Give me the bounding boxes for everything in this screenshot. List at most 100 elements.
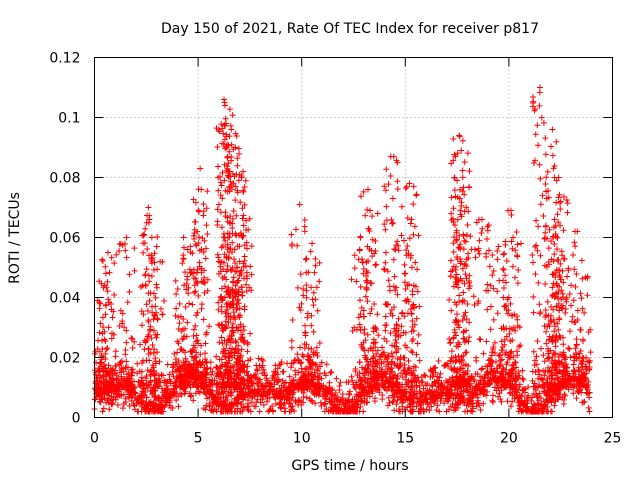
data-point (471, 246, 478, 253)
data-point (108, 401, 115, 408)
data-point (153, 284, 160, 291)
data-point (147, 398, 154, 405)
data-point (404, 243, 411, 250)
data-point (507, 403, 514, 410)
data-point (204, 387, 211, 394)
data-point (271, 377, 278, 384)
data-point (314, 307, 321, 314)
data-point (414, 340, 421, 347)
data-point (419, 378, 426, 385)
data-point (170, 390, 177, 397)
data-point (240, 168, 247, 175)
data-point (116, 248, 123, 255)
data-point (106, 406, 113, 413)
data-point (227, 245, 234, 252)
data-point (562, 309, 569, 316)
data-point (416, 395, 423, 402)
data-point (163, 397, 170, 404)
data-point (123, 254, 130, 261)
data-point (159, 311, 166, 318)
data-point (553, 138, 560, 145)
data-point (507, 207, 514, 214)
data-point (278, 358, 285, 365)
data-point (461, 191, 468, 198)
data-point (332, 389, 339, 396)
data-point (296, 397, 303, 404)
data-point (306, 354, 313, 361)
data-point (497, 352, 504, 359)
data-point (360, 408, 367, 415)
data-point (461, 395, 468, 402)
data-point (190, 397, 197, 404)
data-point (289, 316, 296, 323)
data-point (429, 383, 436, 390)
data-point (118, 373, 125, 380)
data-point (228, 153, 235, 160)
data-point (566, 290, 573, 297)
data-point (302, 371, 309, 378)
data-point (264, 395, 271, 402)
data-point (316, 259, 323, 266)
data-point (460, 289, 467, 296)
data-point (489, 252, 496, 259)
data-point (288, 380, 295, 387)
data-point (203, 365, 210, 372)
data-point (241, 257, 248, 264)
data-point (302, 366, 309, 373)
data-point (226, 401, 233, 408)
data-point (131, 267, 138, 274)
data-point (441, 400, 448, 407)
data-point (255, 355, 262, 362)
data-point (111, 291, 118, 298)
data-point (536, 310, 543, 317)
data-point (109, 370, 116, 377)
data-point (155, 407, 162, 414)
data-point (459, 167, 466, 174)
data-point (474, 394, 481, 401)
data-point (314, 352, 321, 359)
data-point (308, 397, 315, 404)
data-point (383, 217, 390, 224)
data-point (151, 406, 158, 413)
data-point (154, 233, 161, 240)
data-point (247, 330, 254, 337)
data-point (529, 252, 536, 259)
data-point (92, 380, 99, 387)
data-point (218, 182, 225, 189)
data-point (488, 378, 495, 385)
data-point (158, 404, 165, 411)
data-point (277, 404, 284, 411)
data-point (226, 405, 233, 412)
data-point (258, 364, 265, 371)
data-point (459, 174, 466, 181)
data-point (577, 290, 584, 297)
data-point (388, 365, 395, 372)
data-point (326, 379, 333, 386)
data-point (100, 405, 107, 412)
data-point (484, 380, 491, 387)
data-point (275, 376, 282, 383)
data-point (439, 382, 446, 389)
data-point (386, 283, 393, 290)
data-point (408, 310, 415, 317)
data-point (459, 188, 466, 195)
data-point (577, 326, 584, 333)
data-point (235, 145, 242, 152)
data-point (322, 388, 329, 395)
data-point (576, 350, 583, 357)
data-point (313, 344, 320, 351)
data-point (99, 408, 106, 415)
data-point (361, 395, 368, 402)
data-point (464, 388, 471, 395)
data-point (543, 174, 550, 181)
data-point (302, 322, 309, 329)
data-point (148, 387, 155, 394)
data-point (494, 248, 501, 255)
data-point (106, 374, 113, 381)
data-point (102, 311, 109, 318)
data-point (248, 395, 255, 401)
data-point (146, 278, 153, 285)
data-point (461, 159, 468, 166)
data-point (97, 320, 104, 327)
data-point (283, 390, 290, 397)
